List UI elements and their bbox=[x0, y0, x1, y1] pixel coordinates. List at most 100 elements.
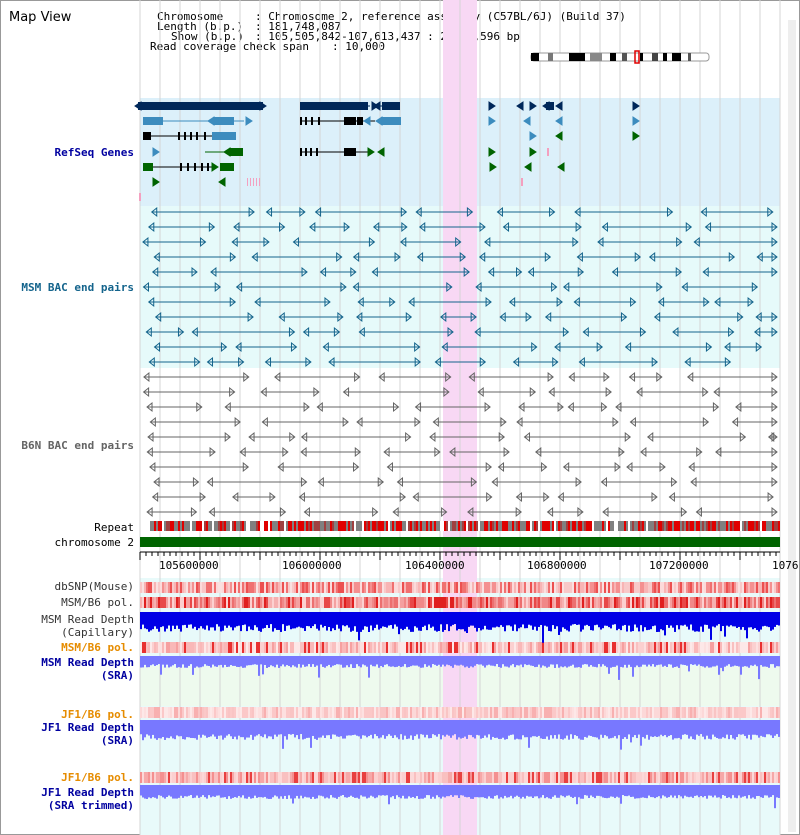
msm-b6-pol-heat-cell bbox=[166, 597, 168, 608]
msm-sra-depth-bar bbox=[140, 656, 142, 668]
dbsnp-heat-cell bbox=[404, 582, 406, 593]
msm-b6-pol-heat-cell bbox=[490, 597, 492, 608]
track-label-refseq[interactable]: RefSeq Genes bbox=[54, 146, 134, 159]
jf1-sra-depth-bar bbox=[292, 720, 294, 735]
jf1-trimmed-depth-bar bbox=[454, 785, 456, 796]
jf1-b6-pol2-heat-cell bbox=[736, 772, 738, 783]
b6n-bac-features[interactable] bbox=[142, 371, 778, 518]
jf1-sra-depth-bar bbox=[286, 720, 288, 740]
jf1-b6-pol2-heat-cell bbox=[220, 772, 222, 783]
jf1-sra-depth-bar bbox=[714, 720, 716, 737]
msm-sra-depth-bar bbox=[442, 656, 444, 665]
msm-b6-pol-heat-cell bbox=[604, 597, 606, 608]
jf1-b6-pol-heat-cell bbox=[420, 707, 422, 718]
msm-b6-pol-sra-heat-cell bbox=[288, 642, 290, 653]
msm-bac-features[interactable] bbox=[142, 206, 778, 368]
jf1-b6-pol2-heat-cell bbox=[538, 772, 540, 783]
msm-sra-depth-bar bbox=[266, 656, 268, 668]
jf1-trimmed-depth-bar bbox=[374, 785, 376, 799]
jf1-b6-pol2-heat-cell bbox=[728, 772, 730, 783]
msm-sra-depth-bar bbox=[146, 656, 148, 668]
msm-sra-depth-bar bbox=[466, 656, 468, 667]
msm-b6-pol-sra-heat-cell bbox=[208, 642, 210, 653]
jf1-b6-pol-heat-cell bbox=[390, 707, 392, 718]
jf1-sra-depth-bar bbox=[380, 720, 382, 738]
msm-b6-pol-sra-heat-cell bbox=[734, 642, 736, 653]
msm-sra-depth-bar bbox=[666, 656, 668, 667]
msm-b6-pol-sra-heat-cell bbox=[256, 642, 258, 653]
msm-sra-depth-bar bbox=[372, 656, 374, 667]
msm-b6-pol-heat-cell bbox=[140, 597, 142, 608]
jf1-b6-pol2-heat-cell bbox=[452, 772, 454, 783]
msm-capillary-depth-bar bbox=[628, 612, 630, 626]
track-label-b6n-bac[interactable]: B6N BAC end pairs bbox=[21, 439, 134, 452]
msm-capillary-depth-bar bbox=[146, 612, 148, 630]
track-label-msm-bac[interactable]: MSM BAC end pairs bbox=[21, 281, 134, 294]
jf1-trimmed-depth-bar bbox=[288, 785, 290, 796]
jf1-b6-pol-heat-cell bbox=[246, 707, 248, 718]
refseq-gene-features[interactable] bbox=[134, 101, 640, 201]
msm-b6-pol-heat-cell bbox=[498, 597, 500, 608]
msm-b6-pol-heat-cell bbox=[722, 597, 724, 608]
msm-capillary-depth-bar bbox=[160, 612, 162, 628]
jf1-b6-pol2-heat-cell bbox=[462, 772, 464, 783]
jf1-b6-pol-heat-cell bbox=[340, 707, 342, 718]
dbsnp-heat-cell bbox=[658, 582, 660, 593]
dbsnp-heat-cell bbox=[724, 582, 726, 593]
chromosome-ideogram[interactable] bbox=[530, 50, 710, 64]
jf1-b6-pol2-heat-cell bbox=[160, 772, 162, 783]
dbsnp-heat-cell bbox=[676, 582, 678, 593]
msm-sra-depth-bar bbox=[168, 656, 170, 668]
axis-tick-label: 106000000 bbox=[282, 559, 342, 572]
jf1-trimmed-depth-bar bbox=[702, 785, 704, 798]
track-label-chromosome: chromosome 2 bbox=[54, 536, 134, 549]
dbsnp-heat-cell bbox=[560, 582, 562, 593]
jf1-trimmed-depth-bar bbox=[238, 785, 240, 796]
repeat-block bbox=[492, 521, 494, 531]
b6n-bac-pair-end bbox=[232, 491, 239, 503]
msm-sra-depth-bar bbox=[194, 656, 196, 668]
msm-sra-depth-bar bbox=[262, 656, 264, 675]
msm-b6-pol-heat-cell bbox=[298, 597, 300, 608]
msm-b6-pol-heat-cell bbox=[600, 597, 602, 608]
msm-bac-pair-end bbox=[573, 296, 580, 308]
jf1-b6-pol2-heat-cell bbox=[498, 772, 500, 783]
msm-b6-pol-heat-cell bbox=[574, 597, 576, 608]
jf1-b6-pol-heat-cell bbox=[200, 707, 202, 718]
axis-tick-label: 105600000 bbox=[159, 559, 219, 572]
repeat-block bbox=[418, 521, 420, 531]
repeat-block bbox=[580, 521, 582, 531]
dbsnp-heat-cell bbox=[718, 582, 720, 593]
msm-capillary-depth-bar bbox=[162, 612, 164, 627]
msm-b6-pol-sra-heat-cell bbox=[142, 642, 144, 653]
msm-capillary-depth-bar bbox=[724, 612, 726, 637]
msm-capillary-depth-bar bbox=[776, 612, 778, 625]
msm-bac-pair-end bbox=[499, 311, 506, 323]
gene-strand-arrow bbox=[555, 101, 563, 111]
dbsnp-heat-cell bbox=[152, 582, 154, 593]
msm-sra-depth-bar bbox=[740, 656, 742, 675]
msm-capillary-depth-bar bbox=[418, 612, 420, 631]
msm-b6-pol-heat-cell bbox=[450, 597, 452, 608]
msm-b6-pol-heat-cell bbox=[438, 597, 440, 608]
msm-capillary-depth-bar bbox=[312, 612, 314, 627]
msm-b6-pol-sra-heat-cell bbox=[254, 642, 256, 653]
msm-sra-depth-bar bbox=[648, 656, 650, 665]
jf1-b6-pol-heat-cell bbox=[732, 707, 734, 718]
jf1-b6-pol2-heat-cell bbox=[224, 772, 226, 783]
msm-b6-pol-sra-heat-cell bbox=[180, 642, 182, 653]
jf1-sra-depth-bar bbox=[460, 720, 462, 739]
msm-bac-pair-end bbox=[151, 266, 159, 278]
msm-b6-pol-sra-heat-cell bbox=[538, 642, 540, 653]
msm-b6-pol-sra-heat-cell bbox=[458, 642, 460, 653]
dbsnp-heat-cell bbox=[746, 582, 748, 593]
msm-capillary-depth-bar bbox=[386, 612, 388, 628]
repeat-block bbox=[774, 521, 776, 531]
dbsnp-heat-cell bbox=[420, 582, 422, 593]
b6n-bac-pair-end bbox=[261, 416, 268, 428]
jf1-sra-depth-bar bbox=[300, 720, 302, 735]
jf1-trimmed-depth-bar bbox=[550, 785, 552, 799]
msm-sra-depth-bar bbox=[722, 656, 724, 672]
jf1-b6-pol-heat-cell bbox=[692, 707, 694, 718]
